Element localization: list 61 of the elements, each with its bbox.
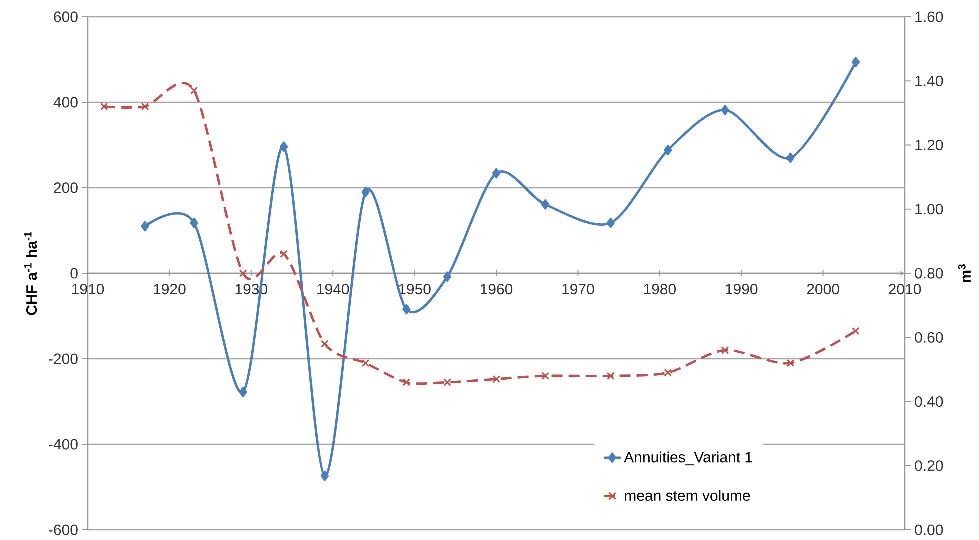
y2-tick-label: 0.60 [915,332,944,343]
y-axis-title: CHF a$^{-1}$ ha$^{-1}$ [24,232,38,316]
x-tick-label: 1950 [399,284,431,295]
y2-tick-label: 0.80 [915,268,944,279]
point [444,378,452,386]
point [141,102,150,111]
x-tick-label: 1960 [480,284,513,295]
point [492,375,500,384]
point [664,145,672,156]
point [141,221,150,232]
y2-tick-label: 0.40 [915,396,944,408]
x-tick-label: 1990 [726,284,758,295]
point [239,270,248,278]
point [321,340,329,348]
x-tick-label: 1920 [154,284,186,295]
x-tick-label: 1910 [72,284,104,295]
x-tick-label: 1980 [644,284,676,295]
point [362,359,370,368]
point [852,57,860,68]
point [606,372,615,380]
y-tick-label: -600 [49,524,78,536]
point [280,250,288,258]
y-tick-label: 600 [54,12,78,22]
y-tick-label: 200 [54,182,78,194]
y2-tick-label: 1.20 [916,140,944,151]
x-tick-label: 2010 [889,284,922,295]
point [542,372,550,380]
y2-tick-label: 0.20 [915,460,944,472]
x-tick-label: 1940 [318,284,350,295]
legend-label: Annuities_Variant 1 [624,452,752,466]
y2-tick-label: 0.00 [915,524,944,536]
point [190,86,198,95]
y2-tick-label: 1.00 [916,204,944,215]
point [541,199,550,210]
point [786,359,795,368]
point [190,218,198,228]
point [362,187,370,198]
y2-tick-label: 1.60 [916,12,944,22]
y-tick-label: 400 [54,97,78,108]
x-tick-label: 1970 [562,284,594,295]
point [280,142,288,152]
point [492,168,501,179]
point [721,346,730,354]
point [443,272,452,282]
point [239,387,248,398]
y-tick-label: 0 [70,268,78,279]
point [402,378,411,386]
y2-tick-label: 1.40 [916,76,944,86]
legend-label: mean stem volume [625,490,750,502]
y-tick-label: -400 [49,439,78,450]
point [852,327,860,336]
x-tick-label: 2000 [807,284,840,295]
point [402,304,411,315]
y-tick-label: -200 [49,354,78,364]
point [721,104,730,116]
point [320,470,330,482]
point [606,218,616,228]
y2-axis-title: m$^{3}$ [958,264,971,282]
point [664,368,672,377]
point [100,102,108,111]
point [786,152,795,164]
